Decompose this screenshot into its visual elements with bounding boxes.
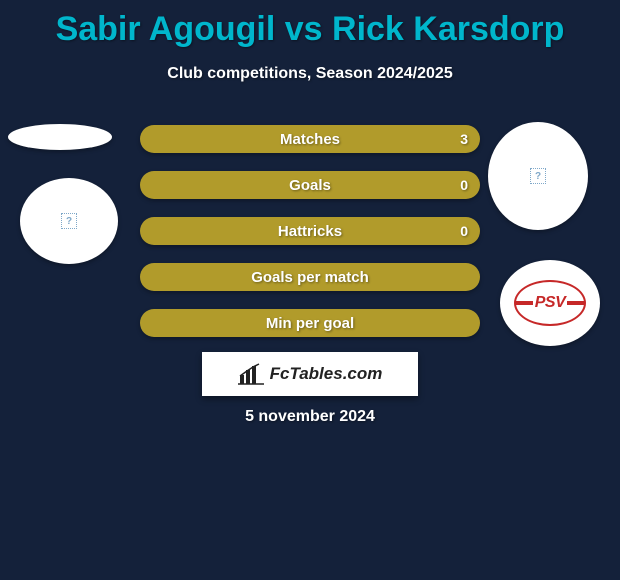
comparison-subtitle: Club competitions, Season 2024/2025	[0, 65, 620, 83]
player-left-shadow	[8, 124, 112, 150]
psv-logo: PSV	[514, 280, 586, 326]
bars-icon	[238, 363, 264, 385]
stat-right-value: 0	[460, 177, 468, 193]
stat-label: Matches	[280, 131, 340, 148]
stats-container: Matches 3 Goals 0 Hattricks 0 Goals per …	[140, 125, 480, 355]
comparison-title: Sabir Agougil vs Rick Karsdorp	[0, 0, 620, 49]
psv-logo-text: PSV	[533, 294, 568, 312]
stat-row-hattricks: Hattricks 0	[140, 217, 480, 245]
stat-row-matches: Matches 3	[140, 125, 480, 153]
infographic-date: 5 november 2024	[0, 408, 620, 426]
stat-row-goals: Goals 0	[140, 171, 480, 199]
brand-text: FcTables.com	[270, 364, 383, 384]
stat-row-min-per-goal: Min per goal	[140, 309, 480, 337]
player-right-avatar: ?	[488, 122, 588, 230]
image-placeholder-icon: ?	[530, 168, 546, 184]
image-placeholder-icon: ?	[61, 213, 77, 229]
player-left-avatar: ?	[20, 178, 118, 264]
stat-label: Goals	[289, 177, 331, 194]
stat-right-value: 0	[460, 223, 468, 239]
stat-label: Hattricks	[278, 223, 342, 240]
stat-right-value: 3	[460, 131, 468, 147]
brand-box: FcTables.com	[202, 352, 418, 396]
stat-label: Goals per match	[251, 269, 369, 286]
stat-label: Min per goal	[266, 315, 354, 332]
team-right-badge: PSV	[500, 260, 600, 346]
stat-row-goals-per-match: Goals per match	[140, 263, 480, 291]
